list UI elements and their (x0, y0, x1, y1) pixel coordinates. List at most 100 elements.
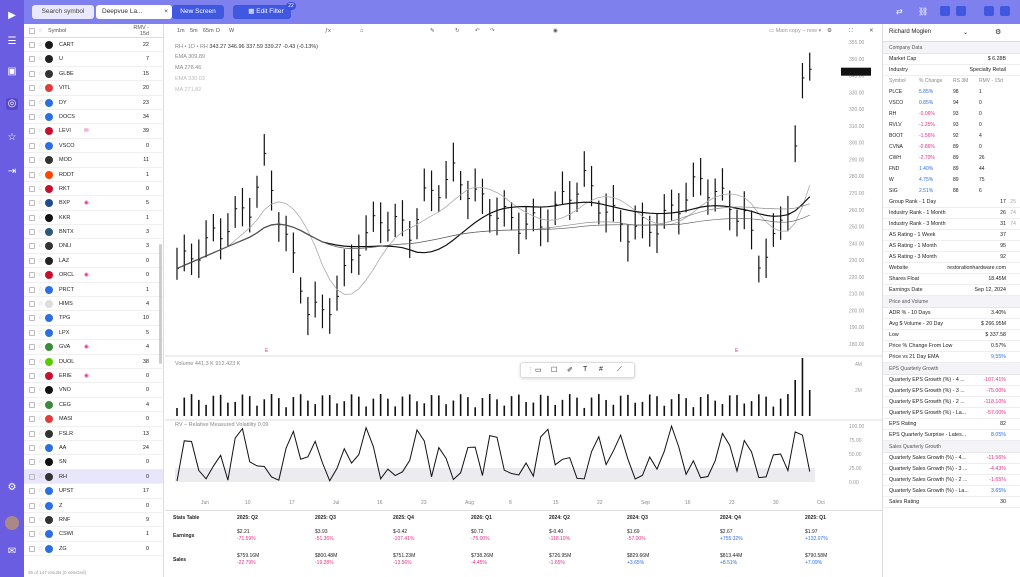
watchlist-row[interactable]: ☆ BNTX 3 (24, 225, 163, 240)
star-icon[interactable]: ☆ (38, 70, 44, 77)
watchlist-row[interactable]: ☆ VITL 20 (24, 81, 163, 96)
row-checkbox[interactable] (29, 401, 35, 408)
drawing-tools-icon[interactable]: ⌂ (360, 28, 364, 34)
watchlist-row[interactable]: ☆ DNLI 3 (24, 239, 163, 254)
star-icon[interactable]: ☆ (38, 157, 44, 164)
row-checkbox[interactable] (29, 272, 35, 279)
star-icon[interactable]: ☆ (38, 545, 44, 552)
star-icon[interactable]: ☆ (38, 372, 44, 379)
row-checkbox[interactable] (29, 531, 35, 538)
watchlist-row[interactable]: ☆ KKR 1 (24, 211, 163, 226)
watchlist-row[interactable]: ☆ MOD 11 (24, 153, 163, 168)
star-icon[interactable]: ☆ (38, 473, 44, 480)
star-icon[interactable]: ☆ (38, 531, 44, 538)
watchlist-row[interactable]: ☆ RNF 9 (24, 513, 163, 528)
row-checkbox[interactable] (29, 387, 35, 394)
star-icon[interactable]: ☆ (38, 56, 44, 63)
star-icon[interactable]: ☆ (38, 229, 44, 236)
industry-row[interactable]: RVLV -1.25% 93 0 (883, 120, 1020, 131)
row-checkbox[interactable] (29, 502, 35, 509)
star-icon[interactable]: ☆ (38, 286, 44, 293)
watchlist-row[interactable]: ☆ HIMS 4 (24, 297, 163, 312)
row-checkbox[interactable] (29, 142, 35, 149)
row-checkbox[interactable] (29, 70, 35, 77)
symbol-column-header[interactable]: Symbol (48, 28, 67, 34)
user-avatar[interactable] (5, 516, 19, 530)
watchlist-row[interactable]: ☆ UPST 17 (24, 484, 163, 499)
industry-row[interactable]: FND 1.40% 89 44 (883, 164, 1020, 175)
close-icon[interactable]: × (164, 8, 168, 15)
row-checkbox[interactable] (29, 56, 35, 63)
watchlist-row[interactable]: ☆ RH 0 (24, 469, 163, 485)
star-icon[interactable]: ☆ (38, 185, 44, 192)
search-symbol-button[interactable]: Search symbol (32, 5, 94, 19)
link-icon[interactable]: ⛓ (918, 7, 929, 16)
timeframe-W[interactable]: W (229, 28, 235, 34)
watchlist-row[interactable]: ☆ LPX 5 (24, 326, 163, 341)
watchlist-row[interactable]: ☆ CEG 4 (24, 398, 163, 413)
split-view-icon[interactable] (956, 6, 966, 16)
row-checkbox[interactable] (29, 315, 35, 322)
grid-view-icon[interactable] (984, 6, 994, 16)
comment-tool-icon[interactable]: ☐ (551, 367, 558, 374)
row-checkbox[interactable] (29, 42, 35, 48)
screener-icon[interactable]: ◎ (6, 98, 18, 110)
industry-row[interactable]: BOOT -1.56% 92 4 (883, 131, 1020, 142)
row-checkbox[interactable] (29, 416, 35, 423)
share-icon[interactable]: ⇄ (896, 7, 903, 16)
star-icon[interactable]: ☆ (38, 99, 44, 106)
fullscreen-icon[interactable]: ⛶ (849, 28, 853, 34)
row-checkbox[interactable] (29, 430, 35, 437)
row-checkbox[interactable] (29, 372, 35, 379)
timeframe-65m[interactable]: 65m (203, 28, 214, 34)
row-checkbox[interactable] (29, 286, 35, 293)
watchlist-row[interactable]: ☆ AA 24 (24, 441, 163, 456)
star-icon[interactable]: ☆ (38, 113, 44, 120)
row-checkbox[interactable] (29, 459, 35, 466)
watchlist-row[interactable]: ☆ VNO 0 (24, 383, 163, 398)
row-checkbox[interactable] (29, 516, 35, 523)
row-checkbox[interactable] (29, 85, 35, 92)
star-icon[interactable]: ☆ (38, 329, 44, 336)
watchlist-row[interactable]: ☆ GVA ◉ 4 (24, 340, 163, 355)
deepvue-logo-icon[interactable]: ▶ (8, 10, 16, 21)
row-checkbox[interactable] (29, 200, 35, 207)
star-icon[interactable]: ☆ (38, 301, 44, 308)
settings-icon[interactable]: ⚙ (7, 482, 17, 493)
watchlist-row[interactable]: ☆ U 7 (24, 52, 163, 67)
redo-icon[interactable]: ↷ (490, 28, 495, 34)
alerts-icon[interactable]: ⇥ (7, 166, 17, 177)
star-icon[interactable]: ☆ (38, 272, 44, 279)
watchlist-row[interactable]: ☆ VSCO 0 (24, 139, 163, 154)
star-icon[interactable]: ☆ (38, 42, 44, 48)
row-checkbox[interactable] (29, 473, 35, 480)
watchlist-row[interactable]: ☆ ZG 0 (24, 542, 163, 557)
watchlist-star-icon[interactable]: ☆ (7, 132, 17, 143)
star-icon[interactable]: ☆ (38, 502, 44, 509)
timeframe-D[interactable]: D (216, 28, 220, 34)
refresh-icon[interactable]: ↻ (455, 28, 460, 34)
select-all-checkbox[interactable] (29, 28, 35, 34)
watchlist-row[interactable]: ☆ RKT 0 (24, 182, 163, 197)
row-checkbox[interactable] (29, 243, 35, 250)
row-checkbox[interactable] (29, 99, 35, 106)
undo-icon[interactable]: ↶ (475, 28, 480, 34)
industry-row[interactable]: VSCO 0.85% 94 0 (883, 98, 1020, 109)
watchlist-row[interactable]: ☆ DOCS 34 (24, 110, 163, 125)
industry-row[interactable]: W 4.75% 89 75 (883, 175, 1020, 186)
watchlist-row[interactable]: ☆ CSWI 1 (24, 527, 163, 542)
star-icon[interactable]: ☆ (38, 171, 44, 178)
watchlist-row[interactable]: ☆ ORCL ◉ 0 (24, 268, 163, 283)
row-checkbox[interactable] (29, 257, 35, 264)
industry-row[interactable]: SIG 2.51% 88 6 (883, 186, 1020, 197)
brush-tool-icon[interactable]: ✐ (567, 367, 573, 374)
row-checkbox[interactable] (29, 171, 35, 178)
star-icon[interactable]: ☆ (38, 142, 44, 149)
row-checkbox[interactable] (29, 214, 35, 221)
chart-view-icon[interactable] (940, 6, 950, 16)
industry-row[interactable]: CVNA -0.86% 89 0 (883, 142, 1020, 153)
row-checkbox[interactable] (29, 157, 35, 164)
timeframe-1m[interactable]: 1m (177, 28, 185, 34)
star-icon[interactable]: ☆ (38, 401, 44, 408)
watchlist-row[interactable]: ☆ RDDT 1 (24, 168, 163, 182)
